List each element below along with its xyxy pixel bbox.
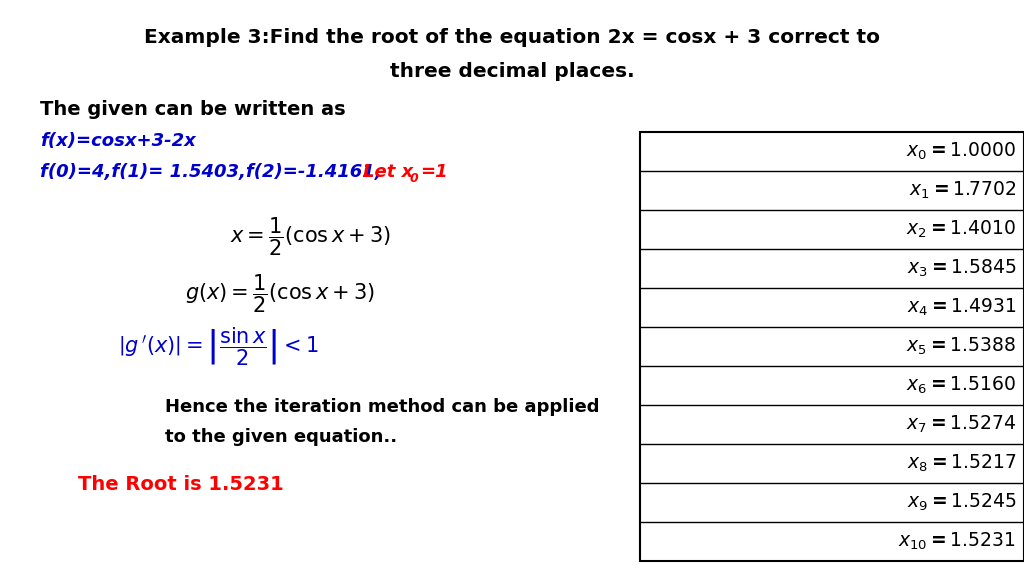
Text: to the given equation..: to the given equation.. xyxy=(165,428,397,446)
Text: $\boldsymbol{x_{6} = \mathit{1.5160}}$: $\boldsymbol{x_{6} = \mathit{1.5160}}$ xyxy=(906,375,1016,396)
Text: $x = \dfrac{1}{2}(\cos x + 3)$: $x = \dfrac{1}{2}(\cos x + 3)$ xyxy=(230,215,391,257)
Text: 0: 0 xyxy=(410,172,419,185)
Text: $\boldsymbol{x_{0} = \mathit{1.0000}}$: $\boldsymbol{x_{0} = \mathit{1.0000}}$ xyxy=(906,141,1016,162)
Text: $\boldsymbol{x_{7} = \mathit{1.5274}}$: $\boldsymbol{x_{7} = \mathit{1.5274}}$ xyxy=(906,414,1016,435)
Text: Hence the iteration method can be applied: Hence the iteration method can be applie… xyxy=(165,398,599,416)
Text: $g\left(x\right) = \dfrac{1}{2}(\cos x + 3)$: $g\left(x\right) = \dfrac{1}{2}(\cos x +… xyxy=(185,272,375,314)
Text: The Root is 1.5231: The Root is 1.5231 xyxy=(78,475,284,494)
Text: $\left|g\,'\left(x\right)\right| = \left|\dfrac{\sin x}{2}\right| < 1$: $\left|g\,'\left(x\right)\right| = \left… xyxy=(118,325,318,367)
Text: =1: =1 xyxy=(420,163,447,181)
Text: $\boldsymbol{x_{1} = \mathit{1.7702}}$: $\boldsymbol{x_{1} = \mathit{1.7702}}$ xyxy=(908,180,1016,201)
Text: The given can be written as: The given can be written as xyxy=(40,100,346,119)
Text: Let x: Let x xyxy=(362,163,414,181)
Text: $\boldsymbol{x_{3} = \mathit{1.5845}}$: $\boldsymbol{x_{3} = \mathit{1.5845}}$ xyxy=(906,258,1016,279)
Text: three decimal places.: three decimal places. xyxy=(390,62,634,81)
Text: $\boldsymbol{x_{10} = \mathit{1.5231}}$: $\boldsymbol{x_{10} = \mathit{1.5231}}$ xyxy=(898,531,1016,552)
Text: $\boldsymbol{x_{4} = \mathit{1.4931}}$: $\boldsymbol{x_{4} = \mathit{1.4931}}$ xyxy=(906,297,1016,318)
Text: $\boldsymbol{x_{5} = \mathit{1.5388}}$: $\boldsymbol{x_{5} = \mathit{1.5388}}$ xyxy=(906,336,1016,357)
Text: $\boldsymbol{x_{8} = \mathit{1.5217}}$: $\boldsymbol{x_{8} = \mathit{1.5217}}$ xyxy=(906,453,1016,474)
Text: f(x)=cosx+3-2x: f(x)=cosx+3-2x xyxy=(40,132,196,150)
Text: Example 3:Find the root of the equation 2x = cosx + 3 correct to: Example 3:Find the root of the equation … xyxy=(144,28,880,47)
Text: $\boldsymbol{x_{9} = \mathit{1.5245}}$: $\boldsymbol{x_{9} = \mathit{1.5245}}$ xyxy=(906,492,1016,513)
Text: $\boldsymbol{x_{2} = \mathit{1.4010}}$: $\boldsymbol{x_{2} = \mathit{1.4010}}$ xyxy=(906,219,1016,240)
Text: f(0)=4,f(1)= 1.5403,f(2)=-1.4161,: f(0)=4,f(1)= 1.5403,f(2)=-1.4161, xyxy=(40,163,382,181)
Bar xyxy=(640,132,1024,561)
